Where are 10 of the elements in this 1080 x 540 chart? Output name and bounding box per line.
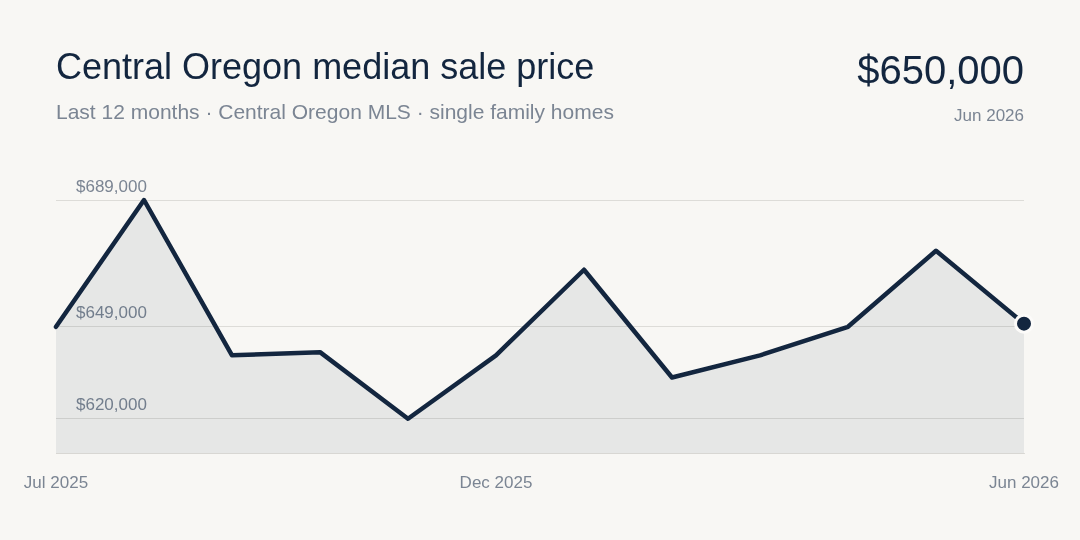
y-tick-label: $689,000 — [76, 176, 147, 196]
y-tick-label: $649,000 — [76, 303, 147, 323]
x-tick-label: Jun 2026 — [989, 473, 1059, 493]
y-tick-label: $620,000 — [76, 395, 147, 415]
x-tick-label: Jul 2025 — [23, 473, 89, 493]
chart-title: Central Oregon median sale price — [56, 45, 595, 89]
text: $650,000 — [857, 47, 1024, 94]
chart-subtitle: Last 12 months · Central Oregon MLS · single family homes — [56, 99, 614, 125]
x-tick-label: Dec 2025 — [459, 473, 533, 493]
text: Jun 2026 — [953, 106, 1024, 127]
